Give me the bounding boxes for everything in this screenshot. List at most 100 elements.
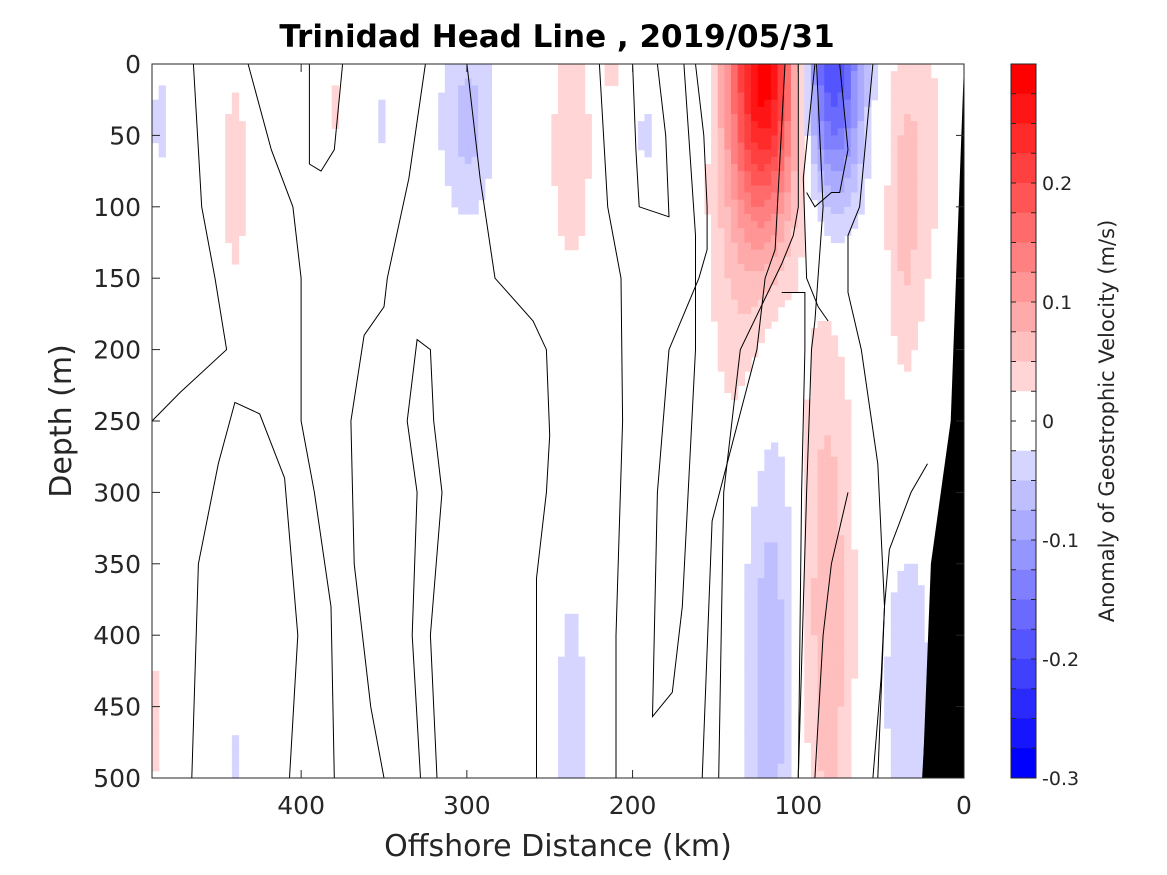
anomaly-cell [810,592,819,601]
anomaly-cell [784,592,792,601]
colorbar-segment [1011,480,1036,511]
anomaly-cell [910,185,919,194]
anomaly-cell [451,185,459,194]
anomaly-cell [564,149,572,158]
anomaly-cell [717,356,725,365]
anomaly-cell [910,728,919,736]
anomaly-cell [924,106,932,115]
anomaly-cell [864,106,872,115]
anomaly-cell [770,142,779,151]
anomaly-cell [770,121,779,129]
anomaly-cell [837,706,845,715]
anomaly-cell [837,592,845,601]
anomaly-cell [737,121,745,129]
anomaly-cell [824,92,832,101]
anomaly-cell [764,742,772,751]
anomaly-cell [870,71,879,79]
anomaly-cell [864,171,872,179]
anomaly-cell [910,221,919,229]
anomaly-cell [890,692,899,701]
anomaly-cell [471,178,479,186]
anomaly-cell [824,520,832,529]
anomaly-cell [152,713,160,722]
anomaly-cell [857,121,865,129]
anomaly-cell [850,128,859,136]
anomaly-cell [890,128,899,136]
anomaly-cell [764,685,772,693]
anomaly-cell [704,199,712,208]
anomaly-cell [744,163,752,172]
seafloor-shape [922,64,964,778]
anomaly-cell [810,442,819,451]
anomaly-cell [830,171,839,179]
anomaly-cell [804,678,812,686]
anomaly-cell [910,213,919,222]
anomaly-cell [225,171,233,179]
anomaly-cell [817,549,825,558]
anomaly-cell [731,335,739,344]
anomaly-cell [817,106,825,115]
anomaly-cell [837,435,845,444]
anomaly-cell [804,121,812,129]
anomaly-cell [910,606,919,615]
anomaly-cell [810,171,819,179]
anomaly-cell [571,749,579,758]
anomaly-cell [737,178,745,186]
anomaly-cell [731,149,739,158]
anomaly-cell [784,256,792,265]
anomaly-cell [571,770,579,779]
anomaly-cell [924,228,932,236]
anomaly-cell [471,113,479,122]
anomaly-cell [837,206,845,215]
anomaly-cell [744,192,752,201]
anomaly-cell [717,263,725,272]
anomaly-cell [458,128,466,136]
anomaly-cell [717,278,725,286]
anomaly-cell [844,213,852,222]
anomaly-cell [770,763,779,772]
anomaly-cell [744,685,752,693]
anomaly-cell [864,163,872,172]
anomaly-cell [751,599,759,608]
anomaly-cell [890,85,899,94]
anomaly-cell [711,149,719,158]
anomaly-cell [830,663,839,672]
anomaly-cell [704,192,712,201]
anomaly-cell [884,685,892,693]
anomaly-cell [225,142,233,151]
anomaly-cell [551,178,559,186]
anomaly-cell [764,113,772,122]
anomaly-cell [438,121,446,129]
anomaly-cell [844,135,852,144]
anomaly-cell [857,128,865,136]
anomaly-cell [764,599,772,608]
anomaly-cell [584,156,592,165]
colorbar-tick-label: 0 [1042,411,1054,433]
anomaly-cell [744,185,752,194]
anomaly-cell [824,499,832,508]
anomaly-cell [830,556,839,565]
anomaly-cell [238,156,246,165]
anomaly-cell [810,142,819,151]
anomaly-cell [737,85,745,94]
anomaly-cell [924,99,932,108]
anomaly-cell [737,192,745,201]
anomaly-cell [724,342,732,351]
anomaly-cell [744,763,752,772]
anomaly-cell [731,178,739,186]
anomaly-cell [904,763,912,772]
anomaly-cell [824,349,832,358]
anomaly-cell [764,470,772,479]
anomaly-cell [904,235,912,244]
anomaly-cell [810,528,819,536]
anomaly-cell [770,106,779,115]
anomaly-cell [564,692,572,701]
anomaly-cell [724,299,732,308]
anomaly-cell [744,349,752,358]
anomaly-cell [830,570,839,579]
anomaly-cell [897,699,905,708]
anomaly-cell [564,235,572,244]
anomaly-cell [777,635,785,643]
anomaly-cell [717,135,725,144]
